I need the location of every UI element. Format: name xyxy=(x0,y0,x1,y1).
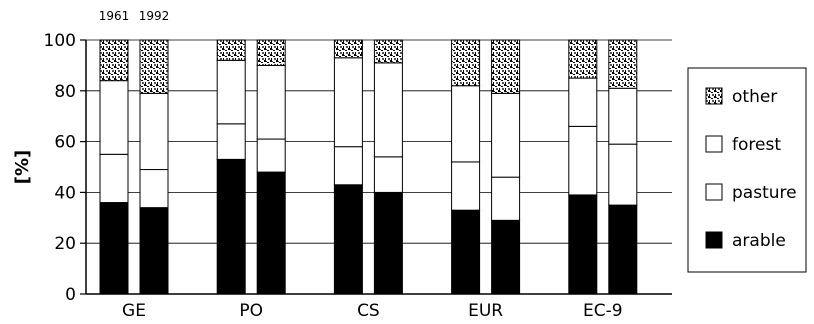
bar-ge-1992-other xyxy=(139,39,169,94)
bar-ec-9-1961-arable xyxy=(568,194,598,295)
bar-cs-1961-other xyxy=(333,39,363,59)
legend-swatch-pasture xyxy=(705,183,723,201)
legend-label-other: other xyxy=(732,87,777,107)
bar-eur-1992-forest xyxy=(491,92,521,178)
bar-eur-1961-other xyxy=(451,39,481,87)
bar-cs-1992-pasture xyxy=(373,156,403,193)
y-tick-label: 20 xyxy=(54,234,76,254)
bar-cs-1961-arable xyxy=(333,184,363,295)
bar-eur-1961-forest xyxy=(451,85,481,163)
x-tick-label: GE xyxy=(122,301,146,321)
bar-po-1992-forest xyxy=(256,64,286,140)
legend-swatch-arable xyxy=(705,231,723,249)
bar-eur-1961-arable xyxy=(451,209,481,295)
bar-ge-1992-forest xyxy=(139,92,169,171)
bar-ec-9-1961-pasture xyxy=(568,125,598,196)
bar-ge-1992-arable xyxy=(139,207,169,295)
y-tick-label: 60 xyxy=(54,133,76,153)
bar-po-1961-pasture xyxy=(216,123,246,160)
bar-po-1961-other xyxy=(216,39,246,61)
y-axis-label: [%] xyxy=(12,150,33,185)
bar-cs-1992-other xyxy=(373,39,403,64)
bar-ge-1961-arable xyxy=(99,202,129,295)
x-tick-label: PO xyxy=(239,301,263,321)
bar-po-1992-arable xyxy=(256,171,286,295)
bar-cs-1961-pasture xyxy=(333,146,363,186)
y-tick-label: 80 xyxy=(54,82,76,102)
legend-label-forest: forest xyxy=(732,135,781,155)
bar-eur-1992-pasture xyxy=(491,176,521,221)
y-tick-label: 0 xyxy=(65,285,76,305)
bar-ge-1961-pasture xyxy=(99,153,129,204)
bar-po-1992-pasture xyxy=(256,138,286,173)
bar-ge-1961-forest xyxy=(99,80,129,155)
year-label: 1992 xyxy=(139,9,170,23)
x-tick-label: CS xyxy=(357,301,380,321)
legend-swatch-forest xyxy=(705,135,723,153)
y-tick-label: 100 xyxy=(44,31,76,51)
bar-cs-1992-forest xyxy=(373,62,403,158)
bar-ec-9-1992-forest xyxy=(608,87,638,145)
bar-po-1961-arable xyxy=(216,158,246,295)
legend-swatch-other xyxy=(705,87,723,105)
bar-ec-9-1961-other xyxy=(568,39,598,79)
bar-po-1992-other xyxy=(256,39,286,66)
bar-ec-9-1992-other xyxy=(608,39,638,89)
bar-cs-1992-arable xyxy=(373,191,403,295)
bar-eur-1961-pasture xyxy=(451,161,481,211)
year-label: 1961 xyxy=(99,9,130,23)
axis-layer: 0 20 40 60 80 100 GE 1961 1992 PO CS EUR EC-9 xyxy=(44,9,672,321)
bar-eur-1992-arable xyxy=(491,219,521,295)
x-tick-label: EUR xyxy=(468,301,503,321)
bar-ge-1961-other xyxy=(99,39,129,82)
bar-ge-1992-pasture xyxy=(139,169,169,209)
y-tick-label: 40 xyxy=(54,183,76,203)
bar-ec-9-1992-arable xyxy=(608,204,638,295)
bar-eur-1992-other xyxy=(491,39,521,94)
bar-ec-9-1992-pasture xyxy=(608,143,638,206)
legend-label-arable: arable xyxy=(732,231,786,251)
legend-label-pasture: pasture xyxy=(732,183,797,203)
bar-cs-1961-forest xyxy=(333,57,363,148)
bar-po-1961-forest xyxy=(216,59,246,125)
legend: other forest pasture arable xyxy=(687,67,807,273)
x-tick-label: EC-9 xyxy=(583,301,623,321)
bars-layer xyxy=(99,39,638,295)
bar-ec-9-1961-forest xyxy=(568,77,598,127)
